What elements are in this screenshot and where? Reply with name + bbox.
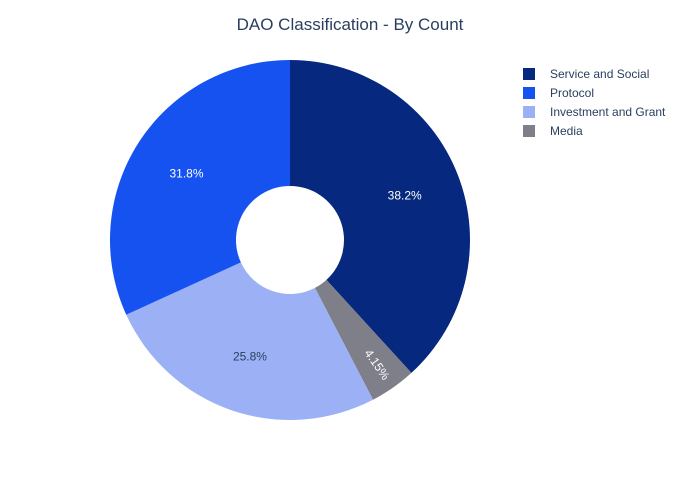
donut-slices	[109, 60, 471, 421]
chart-title: DAO Classification - By Count	[237, 15, 464, 34]
slice-protocol[interactable]	[109, 60, 290, 315]
slice-label: 25.8%	[233, 349, 267, 363]
slice-service-and-social[interactable]	[290, 60, 471, 373]
legend-item-label[interactable]: Service and Social	[550, 67, 649, 81]
legend-swatch[interactable]	[523, 68, 535, 80]
slice-media[interactable]	[314, 279, 412, 400]
legend: Service and Social Protocol Investment and…	[523, 67, 666, 138]
slice-label: 31.8%	[170, 166, 204, 180]
legend-swatch[interactable]	[523, 106, 535, 118]
legend-item-label[interactable]: Investment and Grant	[550, 105, 666, 119]
legend-swatch[interactable]	[523, 87, 535, 99]
legend-item-label[interactable]: Protocol	[550, 86, 594, 100]
legend-swatch[interactable]	[523, 125, 535, 137]
slice-label: 38.2%	[388, 189, 422, 203]
legend-item-label[interactable]: Media	[550, 124, 583, 138]
slice-investment-and-grant[interactable]	[126, 262, 374, 421]
